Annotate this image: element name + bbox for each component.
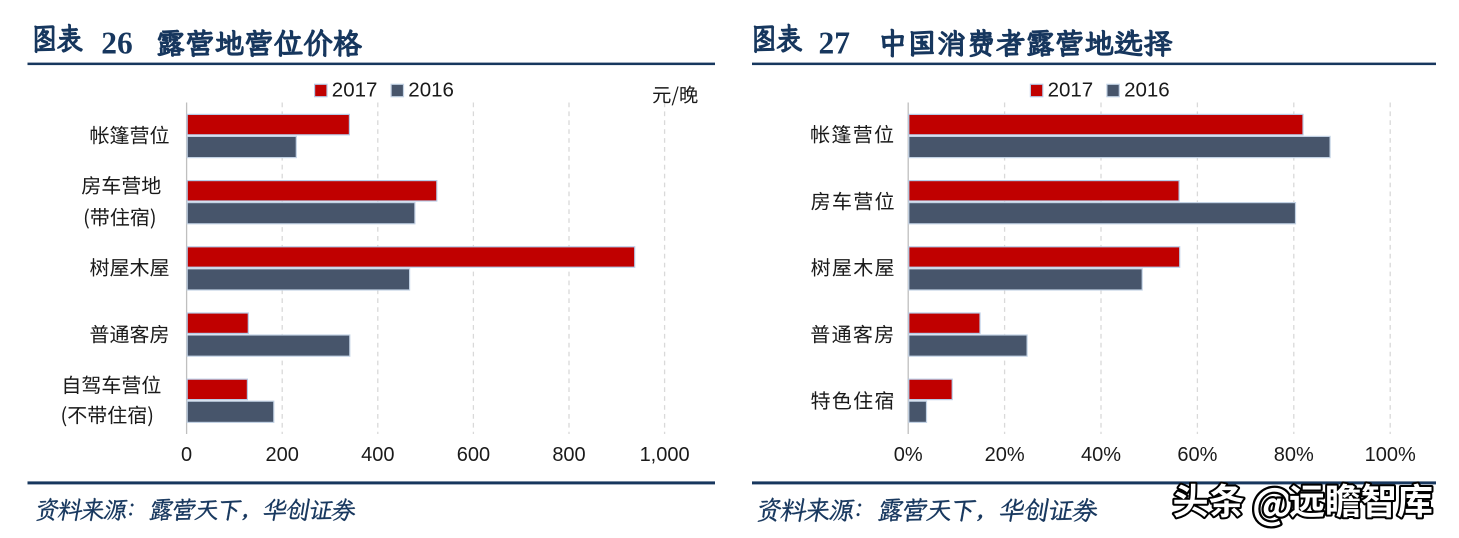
svg-text:2016: 2016: [408, 79, 454, 102]
svg-text:60%: 60%: [1177, 444, 1217, 466]
svg-text:400: 400: [361, 444, 394, 466]
svg-text:800: 800: [552, 444, 585, 466]
svg-text:1,000: 1,000: [640, 444, 690, 466]
svg-text:20%: 20%: [985, 444, 1025, 466]
svg-text:0%: 0%: [894, 444, 923, 466]
svg-text:80%: 80%: [1274, 444, 1314, 466]
svg-text:200: 200: [266, 444, 299, 466]
svg-text:2016: 2016: [1124, 79, 1170, 102]
svg-text:600: 600: [457, 444, 490, 466]
svg-text:27: 27: [819, 26, 851, 61]
svg-text:2017: 2017: [1048, 79, 1094, 102]
svg-text:0: 0: [181, 444, 192, 466]
svg-text:100%: 100%: [1365, 444, 1416, 466]
svg-text:2017: 2017: [332, 79, 378, 102]
svg-text:40%: 40%: [1081, 444, 1121, 466]
svg-text:26: 26: [101, 26, 133, 61]
